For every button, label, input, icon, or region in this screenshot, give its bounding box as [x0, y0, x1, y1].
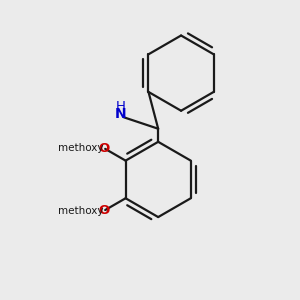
Text: methoxy: methoxy: [58, 143, 103, 153]
Text: N: N: [115, 107, 126, 121]
Text: H: H: [116, 100, 125, 113]
Text: methoxy: methoxy: [58, 206, 103, 216]
Text: O: O: [98, 203, 109, 217]
Text: O: O: [98, 142, 109, 155]
